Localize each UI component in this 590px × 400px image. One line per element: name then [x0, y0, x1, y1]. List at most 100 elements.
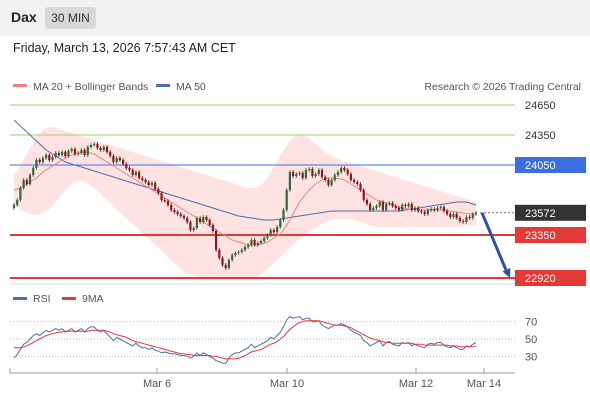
candle-body — [166, 201, 170, 205]
candle-body — [394, 206, 397, 208]
candle-body — [346, 170, 349, 174]
ma20-legend-label: MA 20 + Bollinger Bands — [33, 81, 148, 93]
rsi9-legend-label: 9MA — [82, 293, 104, 305]
candle-body — [182, 216, 186, 218]
candle-body — [259, 241, 263, 243]
candle-body — [102, 147, 105, 150]
candle-body — [138, 172, 141, 178]
candle-body — [391, 203, 394, 206]
candle-body — [54, 153, 57, 157]
candle-body — [317, 170, 320, 174]
candle-body — [369, 204, 372, 210]
candle-body — [57, 153, 60, 155]
candle-body — [224, 265, 227, 268]
level-label-22920: 22920 — [525, 273, 556, 285]
candle-body — [218, 250, 221, 258]
x-tick-label: Mar 12 — [399, 378, 433, 390]
candle-body — [41, 158, 44, 162]
candle-body — [423, 212, 426, 214]
candle-body — [330, 180, 333, 185]
candle-body — [205, 217, 208, 220]
candle-body — [288, 172, 291, 190]
candle-body — [353, 180, 356, 182]
candle-body — [237, 252, 240, 253]
candle-body — [240, 250, 243, 252]
candle-body — [32, 168, 35, 175]
candle-body — [385, 204, 388, 210]
candle-body — [308, 169, 311, 170]
candle-body — [458, 218, 461, 221]
candle-body — [45, 155, 48, 158]
candle-body — [282, 210, 285, 220]
candle-body — [433, 209, 436, 210]
top-bar: Dax 30 MIN — [0, 0, 590, 36]
candle-body — [452, 214, 455, 217]
candle-body — [199, 218, 202, 222]
candle-body — [227, 260, 230, 268]
candle-body — [343, 168, 346, 170]
candle-body — [417, 208, 420, 211]
candle-body — [125, 164, 128, 168]
candle-body — [77, 153, 80, 154]
candle-body — [455, 214, 458, 218]
candle-body — [176, 212, 179, 214]
candle-body — [73, 149, 76, 154]
candle-body — [122, 160, 125, 164]
candle-body — [179, 214, 182, 216]
candle-body — [61, 152, 64, 155]
candle-body — [215, 231, 218, 250]
candle-body — [410, 204, 413, 210]
rsi9-legend-swatch — [62, 297, 76, 300]
candle-body — [446, 211, 449, 214]
candle-body — [250, 240, 253, 245]
timeframe-button[interactable]: 30 MIN — [45, 7, 96, 29]
level-labels: 24650 24350 24050 23572 23350 22920 — [515, 100, 586, 286]
candle-body — [208, 220, 211, 225]
candle-body — [105, 147, 109, 152]
candle-body — [407, 204, 410, 206]
candle-body — [231, 255, 234, 260]
candle-body — [436, 208, 439, 210]
candle-body — [401, 205, 404, 210]
candle-body — [25, 180, 28, 184]
candle-body — [134, 172, 137, 175]
ma50-legend-swatch — [156, 84, 170, 87]
candle-body — [256, 243, 259, 245]
candle-body — [131, 170, 134, 175]
candle-body — [442, 207, 445, 211]
ma50-legend-label: MA 50 — [176, 81, 206, 93]
candle-body — [150, 183, 153, 185]
candle-body — [189, 222, 192, 230]
rsi-legend-label: RSI — [33, 293, 51, 305]
x-axis-ticks: Mar 6 Mar 10 Mar 12 Mar 14 — [143, 368, 501, 390]
candle-body — [356, 182, 359, 184]
candle-body — [304, 170, 307, 178]
candle-body — [269, 230, 272, 235]
level-tag-23350 — [515, 227, 586, 243]
candle-body — [378, 202, 381, 206]
candle-body — [292, 172, 295, 176]
candle-body — [336, 172, 340, 175]
candle-body — [154, 183, 157, 189]
candle-body — [51, 157, 54, 160]
candle-body — [465, 217, 468, 222]
candle-body — [462, 221, 465, 222]
candle-body — [89, 145, 93, 147]
candle-body — [192, 228, 195, 230]
symbol-label: Dax — [11, 9, 37, 25]
candle-body — [362, 190, 365, 200]
candle-body — [160, 193, 163, 200]
candle-body — [413, 208, 417, 210]
level-label-24350: 24350 — [525, 130, 556, 142]
rsi-tick-50: 50 — [525, 334, 537, 346]
candle-body — [170, 205, 173, 210]
candle-body — [468, 217, 471, 218]
bollinger-band-area — [14, 127, 476, 278]
candle-body — [173, 210, 176, 212]
candles — [12, 142, 478, 270]
level-tag-24050 — [515, 157, 586, 173]
chart-datetime: Friday, March 13, 2026 7:57:43 AM CET — [13, 41, 236, 55]
candle-body — [471, 214, 474, 218]
candle-body — [83, 150, 86, 155]
forecast-arrow-shaft — [480, 212, 508, 271]
